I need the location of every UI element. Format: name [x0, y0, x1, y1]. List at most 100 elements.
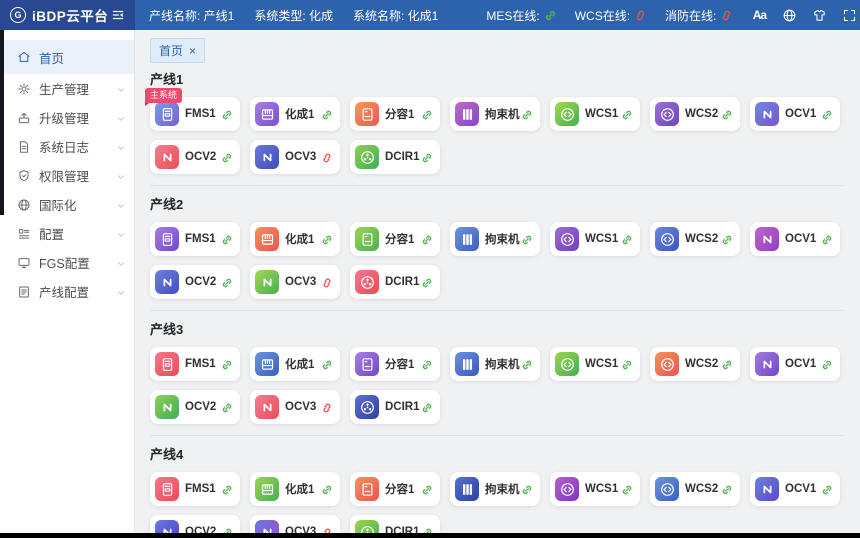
sidebar-item-config[interactable]: 配置: [0, 219, 134, 248]
production-line-section: 产线4 FMS1 化成1 分容1 拘束机 WCS1 WCS2 OCV1 OCV2…: [150, 444, 845, 533]
link-online-icon[interactable]: [521, 358, 533, 370]
system-card-ocv[interactable]: OCV2: [150, 140, 240, 174]
system-card-ocv[interactable]: OCV3: [250, 390, 340, 424]
tab-close-icon[interactable]: ×: [189, 43, 197, 58]
system-card-ocv[interactable]: OCV1: [750, 472, 840, 506]
link-online-icon[interactable]: [621, 108, 633, 120]
link-online-icon[interactable]: [421, 526, 433, 533]
link-online-icon[interactable]: [421, 358, 433, 370]
system-name: 分容1: [385, 484, 415, 496]
link-online-icon[interactable]: [721, 233, 733, 245]
link-online-icon[interactable]: [321, 233, 333, 245]
system-card-dcir[interactable]: DCIR1: [350, 515, 440, 533]
sidebar-item-permission[interactable]: 权限管理: [0, 161, 134, 190]
link-online-icon[interactable]: [821, 358, 833, 370]
link-online-icon[interactable]: [421, 483, 433, 495]
system-card-huacheng[interactable]: 化成1: [250, 472, 340, 506]
link-online-icon[interactable]: [221, 151, 233, 163]
link-online-icon[interactable]: [421, 233, 433, 245]
system-card-jushu[interactable]: 拘束机: [450, 347, 540, 381]
system-card-fms[interactable]: FMS1: [150, 222, 240, 256]
header-status-item: 消防在线:: [665, 7, 733, 24]
link-online-icon[interactable]: [421, 276, 433, 288]
system-card-ocv[interactable]: OCV3: [250, 515, 340, 533]
header-info-group: 产线名称: 产线1 系统类型: 化成 系统名称: 化成1: [149, 7, 458, 24]
system-card-wcs[interactable]: WCS1: [550, 347, 640, 381]
link-online-icon[interactable]: [221, 233, 233, 245]
system-card-wcs[interactable]: WCS2: [650, 347, 740, 381]
tab-home[interactable]: 首页 ×: [150, 38, 206, 63]
system-card-huacheng[interactable]: 化成1: [250, 222, 340, 256]
link-online-icon[interactable]: [521, 108, 533, 120]
system-card-dcir[interactable]: DCIR1: [350, 265, 440, 299]
system-card-fms[interactable]: FMS1: [150, 347, 240, 381]
link-online-icon[interactable]: [721, 483, 733, 495]
font-size-icon[interactable]: Aa: [752, 8, 767, 22]
link-online-icon[interactable]: [521, 233, 533, 245]
link-online-icon[interactable]: [821, 483, 833, 495]
system-card-wcs[interactable]: WCS1: [550, 222, 640, 256]
system-card-huacheng[interactable]: 化成1: [250, 347, 340, 381]
link-online-icon[interactable]: [321, 483, 333, 495]
system-card-dcir[interactable]: DCIR1: [350, 140, 440, 174]
sidebar-item-home[interactable]: 首页: [0, 40, 134, 74]
system-card-ocv[interactable]: OCV3: [250, 140, 340, 174]
link-online-icon[interactable]: [221, 483, 233, 495]
link-online-icon[interactable]: [621, 233, 633, 245]
link-online-icon[interactable]: [721, 108, 733, 120]
system-card-fenrong[interactable]: 分容1: [350, 97, 440, 131]
theme-skin-icon[interactable]: [811, 7, 827, 23]
link-offline-icon[interactable]: [321, 401, 333, 413]
sidebar-item-line-config[interactable]: 产线配置: [0, 277, 134, 306]
system-card-dcir[interactable]: DCIR1: [350, 390, 440, 424]
system-card-fenrong[interactable]: 分容1: [350, 222, 440, 256]
system-card-ocv[interactable]: OCV1: [750, 347, 840, 381]
system-card-fenrong[interactable]: 分容1: [350, 347, 440, 381]
link-online-icon[interactable]: [421, 151, 433, 163]
sidebar-collapse-icon[interactable]: [109, 6, 127, 24]
sidebar-item-fgs[interactable]: FGS配置: [0, 248, 134, 277]
link-online-icon[interactable]: [421, 401, 433, 413]
link-online-icon[interactable]: [221, 401, 233, 413]
link-online-icon[interactable]: [821, 108, 833, 120]
link-online-icon[interactable]: [221, 358, 233, 370]
link-online-icon[interactable]: [621, 483, 633, 495]
system-card-ocv[interactable]: OCV3: [250, 265, 340, 299]
system-card-wcs[interactable]: WCS2: [650, 222, 740, 256]
link-online-icon[interactable]: [321, 358, 333, 370]
system-card-fenrong[interactable]: 分容1: [350, 472, 440, 506]
link-online-icon[interactable]: [521, 483, 533, 495]
sidebar-item-upgrade[interactable]: 升级管理: [0, 103, 134, 132]
sidebar-item-production[interactable]: 生产管理: [0, 74, 134, 103]
link-online-icon[interactable]: [821, 233, 833, 245]
system-card-huacheng[interactable]: 化成1: [250, 97, 340, 131]
system-card-wcs[interactable]: WCS1: [550, 97, 640, 131]
link-online-icon[interactable]: [221, 276, 233, 288]
link-offline-icon[interactable]: [321, 526, 333, 533]
system-card-ocv[interactable]: OCV2: [150, 265, 240, 299]
link-offline-icon[interactable]: [321, 276, 333, 288]
link-online-icon[interactable]: [221, 526, 233, 533]
system-card-ocv[interactable]: OCV1: [750, 222, 840, 256]
link-offline-icon[interactable]: [321, 151, 333, 163]
link-online-icon[interactable]: [621, 358, 633, 370]
link-online-icon[interactable]: [321, 108, 333, 120]
system-card-wcs[interactable]: WCS2: [650, 472, 740, 506]
system-card-wcs[interactable]: WCS1: [550, 472, 640, 506]
sidebar-item-log[interactable]: 系统日志: [0, 132, 134, 161]
system-card-ocv[interactable]: OCV2: [150, 515, 240, 533]
system-card-jushu[interactable]: 拘束机: [450, 97, 540, 131]
system-card-wcs[interactable]: WCS2: [650, 97, 740, 131]
link-online-icon[interactable]: [721, 358, 733, 370]
language-globe-icon[interactable]: [781, 7, 797, 23]
sidebar-item-globe[interactable]: 国际化: [0, 190, 134, 219]
system-card-ocv[interactable]: OCV1: [750, 97, 840, 131]
fullscreen-icon[interactable]: [841, 7, 857, 23]
link-online-icon[interactable]: [221, 108, 233, 120]
system-card-jushu[interactable]: 拘束机: [450, 222, 540, 256]
link-online-icon[interactable]: [421, 108, 433, 120]
system-card-fms[interactable]: 主系统 FMS1: [145, 88, 240, 131]
system-card-fms[interactable]: FMS1: [150, 472, 240, 506]
system-card-jushu[interactable]: 拘束机: [450, 472, 540, 506]
system-card-ocv[interactable]: OCV2: [150, 390, 240, 424]
